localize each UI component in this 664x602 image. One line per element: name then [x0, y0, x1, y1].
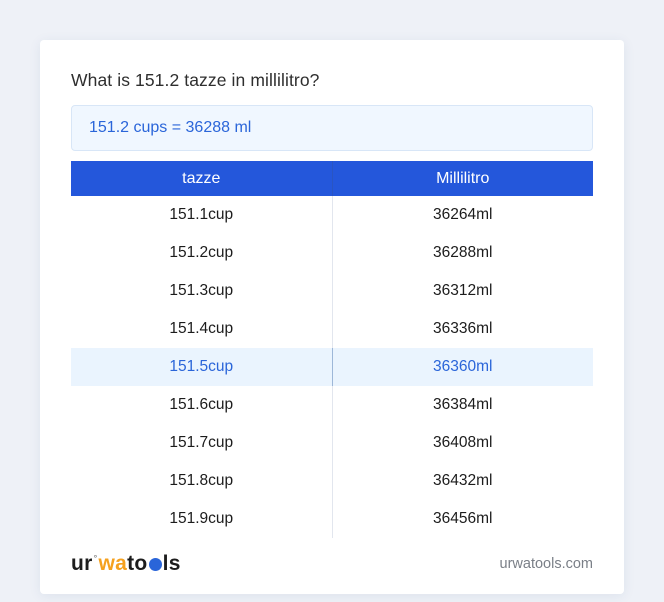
cell-tazze: 151.1cup	[71, 196, 333, 234]
cell-millilitro: 36336ml	[433, 320, 493, 337]
cell-millilitro: 36456ml	[433, 510, 493, 527]
cell-tazze: 151.7cup	[71, 424, 333, 462]
table-body: 151.1cup 36264ml 151.2cup 36288ml 151.3cup 36…	[71, 196, 593, 538]
site-name: urwatools.com	[499, 556, 593, 572]
cell-tazze: 151.3cup	[71, 272, 333, 310]
cell-millilitro: 36312ml	[433, 282, 493, 299]
result-box: 151.2 cups = 36288 ml	[71, 105, 593, 151]
cell-millilitro: 36288ml	[433, 244, 493, 261]
table-header-row: tazze Millilitro	[71, 161, 593, 196]
converter-card: What is 151.2 tazze in millilitro? 151.2…	[40, 40, 624, 594]
logo: ur ° wa to ls	[71, 552, 181, 576]
table-row: 151.6cup 36384ml	[71, 386, 593, 424]
footer: ur ° wa to ls urwatools.com	[71, 548, 593, 580]
cell-tazze: 151.5cup	[71, 348, 333, 386]
col-header-millilitro: Millilitro	[332, 161, 593, 196]
cell-millilitro: 36264ml	[433, 206, 493, 223]
table-row: 151.5cup 36360ml	[71, 348, 593, 386]
cell-millilitro: 36408ml	[433, 434, 493, 451]
table-header: tazze Millilitro	[71, 161, 593, 196]
cell-tazze: 151.9cup	[71, 500, 333, 538]
table-row: 151.3cup 36312ml	[71, 272, 593, 310]
table-row: 151.9cup 36456ml	[71, 500, 593, 538]
logo-text-ls: ls	[162, 552, 181, 575]
table-row: 151.2cup 36288ml	[71, 234, 593, 272]
table-row: 151.1cup 36264ml	[71, 196, 593, 234]
cell-tazze: 151.6cup	[71, 386, 333, 424]
cell-millilitro: 36360ml	[332, 348, 593, 386]
page-title: What is 151.2 tazze in millilitro?	[71, 70, 320, 90]
cell-tazze: 151.2cup	[71, 234, 333, 272]
logo-blue-circle-icon	[148, 557, 162, 571]
logo-text-to: to	[127, 552, 148, 575]
table-row: 151.7cup 36408ml	[71, 424, 593, 462]
cell-millilitro: 36384ml	[433, 396, 493, 413]
col-header-tazze: tazze	[71, 161, 333, 196]
conversion-table: tazze Millilitro 151.1cup 36264ml 151.2cup…	[71, 161, 593, 538]
cell-millilitro: 36432ml	[433, 472, 493, 489]
logo-superscript-mark: °	[93, 553, 98, 563]
table-row: 151.8cup 36432ml	[71, 462, 593, 500]
cell-tazze: 151.4cup	[71, 310, 333, 348]
logo-text-ur: ur	[71, 552, 93, 575]
logo-text-wa: wa	[98, 552, 128, 575]
result-text: 151.2 cups = 36288 ml	[89, 119, 252, 136]
cell-tazze: 151.8cup	[71, 462, 333, 500]
table-row: 151.4cup 36336ml	[71, 310, 593, 348]
